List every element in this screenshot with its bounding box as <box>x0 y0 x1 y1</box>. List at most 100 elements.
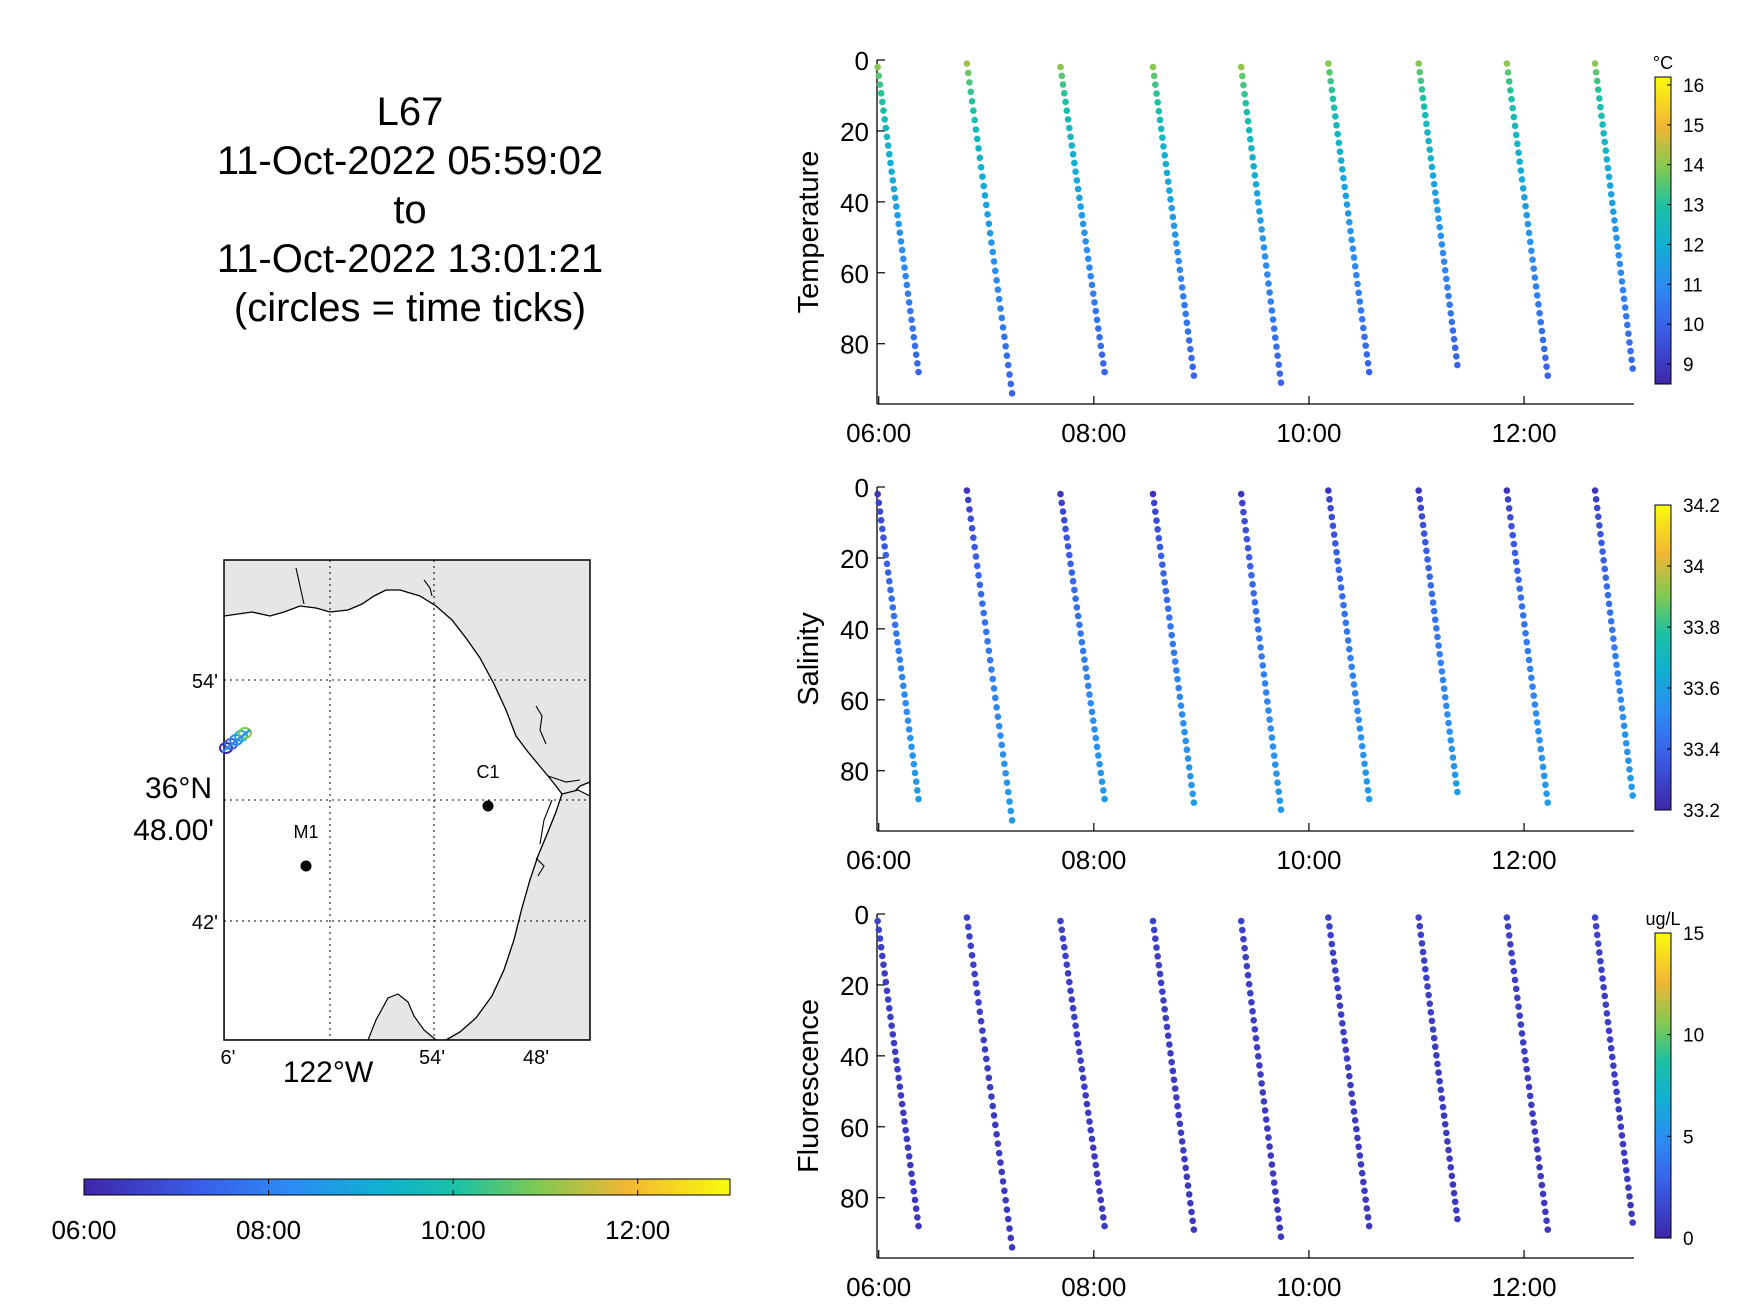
data-point <box>908 743 915 751</box>
data-point <box>1149 917 1157 925</box>
data-point <box>1592 495 1600 503</box>
data-point <box>1325 60 1332 67</box>
data-point <box>1504 496 1512 503</box>
data-point <box>1606 609 1614 616</box>
data-point <box>1248 144 1255 152</box>
data-point <box>1423 120 1430 128</box>
data-point <box>1443 275 1450 283</box>
data-point <box>1178 1138 1186 1145</box>
data-point <box>1242 99 1250 107</box>
data-point <box>915 1222 922 1230</box>
colorbar-tick-label: 10 <box>1683 1026 1704 1047</box>
data-point <box>1082 238 1089 245</box>
data-point <box>1535 1154 1542 1162</box>
data-point <box>1188 781 1195 789</box>
data-point <box>1177 275 1185 282</box>
data-point <box>896 1083 904 1090</box>
data-point <box>1433 198 1440 205</box>
data-point <box>1340 601 1347 609</box>
data-point <box>1078 1065 1086 1073</box>
data-point <box>894 211 901 219</box>
data-point <box>1446 301 1453 309</box>
time-colorbar: 06:00 08:00 10:00 12:00 <box>51 1178 731 1245</box>
data-point <box>895 1074 902 1082</box>
data-point <box>1346 1072 1353 1080</box>
data-point <box>1078 638 1086 646</box>
data-point <box>1357 734 1365 741</box>
data-point <box>1517 594 1525 601</box>
data-point <box>1189 363 1197 371</box>
data-point <box>986 229 994 237</box>
lat-label-54: 54' <box>192 671 218 693</box>
data-point <box>999 1178 1007 1185</box>
data-point <box>1260 244 1268 251</box>
data-point <box>1188 354 1195 362</box>
data-point <box>1438 241 1446 248</box>
data-point <box>1523 211 1531 219</box>
data-point <box>880 107 887 114</box>
data-point <box>902 272 909 280</box>
data-point <box>1340 174 1347 182</box>
data-point <box>1329 522 1337 530</box>
data-point <box>1540 1199 1548 1207</box>
data-point <box>1431 189 1439 197</box>
data-point <box>1276 797 1284 805</box>
data-point <box>1091 726 1098 733</box>
data-point <box>1516 158 1524 165</box>
data-point <box>1423 974 1430 982</box>
data-point <box>1415 487 1422 494</box>
data-point <box>1173 667 1180 674</box>
data-point <box>1001 333 1008 341</box>
data-point <box>915 368 922 376</box>
data-point <box>1605 600 1613 608</box>
y-tick-label: 20 <box>840 117 869 147</box>
lat-main-degrees: 36°N <box>145 772 212 805</box>
data-point <box>1060 943 1068 951</box>
data-point <box>886 1004 893 1012</box>
data-point <box>1418 940 1426 947</box>
data-point <box>1446 728 1453 736</box>
data-point <box>1093 1170 1101 1178</box>
data-point <box>1515 576 1522 584</box>
data-point <box>984 638 991 645</box>
data-point <box>1068 569 1076 576</box>
data-point <box>1530 1119 1538 1126</box>
data-point <box>1523 1065 1531 1073</box>
data-point <box>1249 153 1256 161</box>
data-point <box>1351 1116 1359 1124</box>
data-point <box>1427 581 1435 589</box>
data-point <box>886 577 893 585</box>
data-point <box>911 342 919 350</box>
data-point <box>1420 957 1428 964</box>
data-point <box>1619 1140 1627 1148</box>
data-point <box>903 281 911 289</box>
data-point <box>876 81 884 88</box>
data-point <box>1087 272 1095 280</box>
data-point <box>989 675 997 683</box>
data-point <box>1507 86 1514 94</box>
colorbar-tick-label: 12 <box>1683 235 1704 256</box>
data-point <box>1424 556 1431 563</box>
data-point <box>1624 321 1631 329</box>
data-point <box>1601 565 1609 573</box>
data-point <box>1272 334 1279 341</box>
data-point <box>1242 953 1250 961</box>
lat-label-42: 42' <box>192 912 218 934</box>
data-point <box>1185 764 1193 771</box>
data-point <box>976 1008 984 1016</box>
data-point <box>966 79 973 86</box>
data-point <box>1510 967 1518 975</box>
data-point <box>1449 1181 1457 1188</box>
data-point <box>1425 137 1432 145</box>
data-point <box>1089 290 1097 297</box>
data-point <box>1365 1222 1373 1230</box>
data-point <box>1427 154 1435 162</box>
data-point <box>1156 970 1164 978</box>
data-point <box>999 324 1007 331</box>
data-point <box>982 628 990 636</box>
data-point <box>1335 566 1343 574</box>
data-point <box>1535 727 1542 735</box>
data-point <box>1617 1123 1625 1130</box>
data-point <box>1361 760 1368 768</box>
data-point <box>1505 78 1513 85</box>
